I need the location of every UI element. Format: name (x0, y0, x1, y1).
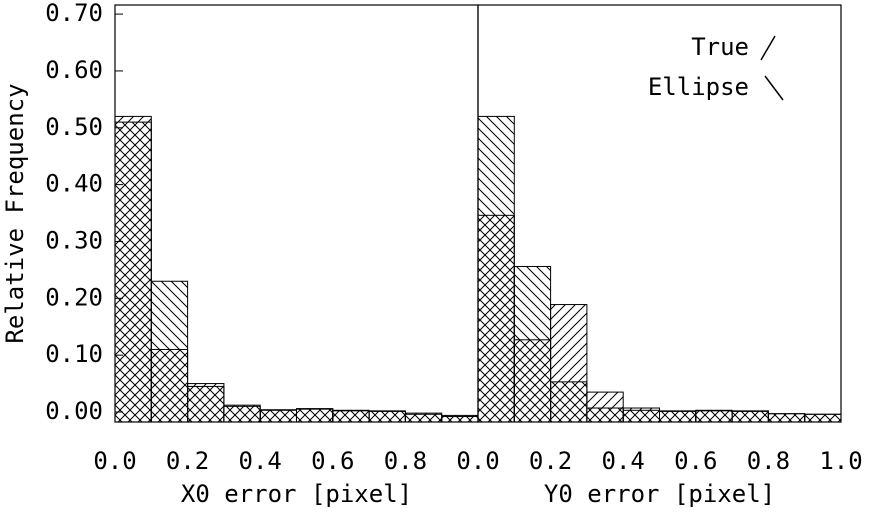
bar (187, 385, 225, 423)
x-tick-label: 0.8 (384, 447, 427, 475)
bar (767, 413, 806, 423)
y-tick-label: 0.10 (45, 340, 103, 368)
x-tick-label: 0.6 (674, 447, 717, 475)
bar (441, 414, 479, 423)
y-tick-label: 0.40 (45, 170, 103, 198)
x-tick-label: 0.6 (311, 447, 354, 475)
bar (622, 409, 661, 423)
bar (550, 381, 588, 423)
x-tick-label: 1.0 (819, 447, 862, 475)
bar (114, 121, 152, 423)
x-axis-label: Y0 error [pixel] (544, 480, 775, 508)
bar (695, 409, 733, 423)
bar (404, 413, 443, 423)
legend-label: Ellipse (648, 73, 749, 101)
bar (332, 409, 370, 423)
bar (586, 407, 624, 423)
y-tick-label: 0.70 (45, 0, 103, 27)
x-tick-label: 0.8 (747, 447, 790, 475)
bar (513, 265, 552, 423)
legend-label: True (691, 33, 749, 61)
legend-swatch (764, 75, 784, 101)
y-tick-label: 0.60 (45, 56, 103, 84)
y-tick-label: 0.00 (45, 397, 103, 425)
bar (223, 405, 261, 423)
bar (804, 413, 842, 423)
x-tick-label: 0.2 (166, 447, 209, 475)
x-tick-label: 0.4 (602, 447, 645, 475)
x-tick-label: 0.0 (93, 447, 136, 475)
bar (150, 280, 189, 423)
x-tick-label: 0.2 (529, 447, 572, 475)
x-tick-label: 0.0 (456, 447, 499, 475)
legend-swatch (760, 35, 776, 61)
x-tick-label: 0.4 (239, 447, 282, 475)
y-tick-label: 0.20 (45, 283, 103, 311)
bar (731, 410, 769, 423)
plot-frame (477, 4, 842, 423)
bar (259, 409, 298, 423)
y-tick-label: 0.50 (45, 113, 103, 141)
y-axis-label: Relative Frequency (1, 83, 29, 343)
y-tick-label: 0.30 (45, 226, 103, 254)
x-axis-label: X0 error [pixel] (181, 480, 412, 508)
bar (659, 410, 697, 423)
bar (368, 410, 406, 423)
bar (477, 115, 515, 423)
bar (296, 408, 334, 423)
